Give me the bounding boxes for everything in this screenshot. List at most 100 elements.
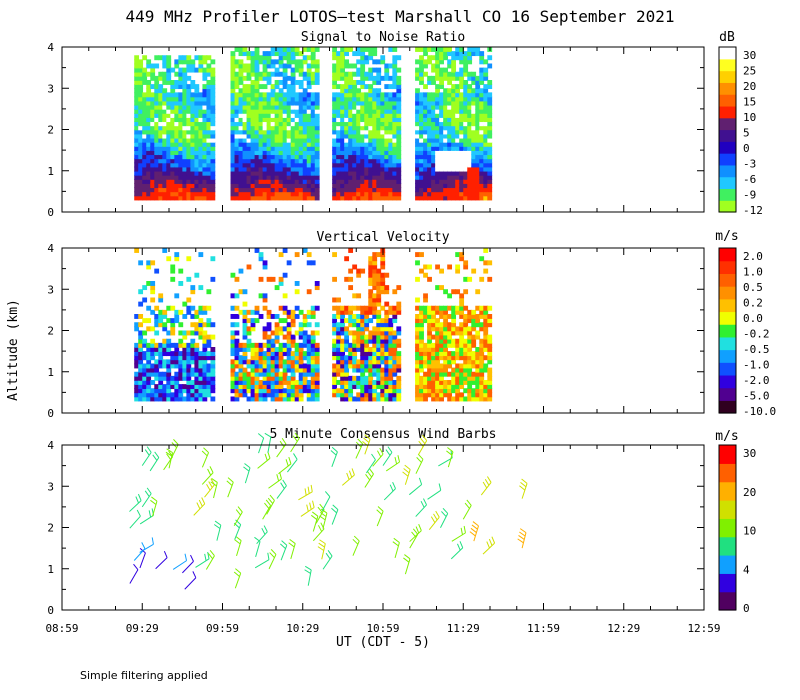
snr-cell bbox=[340, 113, 346, 118]
snr-cell bbox=[290, 55, 296, 61]
snr-cell bbox=[294, 150, 300, 156]
snr-cell bbox=[286, 104, 292, 110]
vv-cell bbox=[451, 384, 457, 390]
snr-cell bbox=[254, 88, 260, 94]
snr-cell bbox=[162, 133, 168, 139]
snr-cell bbox=[336, 51, 341, 57]
vv-cell bbox=[419, 359, 424, 365]
wind-barb-flag bbox=[404, 464, 411, 470]
snr-cell bbox=[364, 55, 370, 61]
snr-cell bbox=[310, 183, 316, 189]
snr-cell bbox=[415, 88, 420, 94]
vv-cell bbox=[186, 347, 192, 352]
vv-cell bbox=[246, 380, 252, 385]
snr-cell bbox=[459, 92, 465, 98]
snr-cell bbox=[423, 150, 428, 156]
snr-cell bbox=[266, 150, 272, 156]
snr-cell bbox=[178, 141, 184, 147]
wind-barb-flag bbox=[379, 447, 384, 455]
snr-x-ticks bbox=[61, 47, 705, 212]
snr-cell bbox=[242, 158, 248, 164]
snr-cell bbox=[298, 187, 304, 193]
vv-cell bbox=[451, 351, 457, 357]
snr-cell bbox=[368, 146, 374, 151]
vv-cell bbox=[372, 388, 378, 394]
snr-cell bbox=[202, 113, 208, 118]
snr-cell bbox=[250, 183, 256, 189]
vv-heatmap bbox=[134, 248, 493, 402]
snr-cell bbox=[266, 158, 272, 164]
snr-cell bbox=[447, 59, 453, 65]
vv-cell bbox=[166, 367, 172, 373]
snr-cell bbox=[198, 166, 204, 172]
snr-cell bbox=[376, 162, 382, 168]
wind-barb-flag bbox=[306, 504, 309, 512]
snr-cell bbox=[431, 174, 436, 180]
snr-cell bbox=[380, 121, 386, 127]
wind-barb-flag bbox=[331, 446, 338, 453]
snr-cell bbox=[352, 146, 358, 151]
snr-cell bbox=[372, 154, 378, 160]
vv-cell bbox=[198, 305, 204, 311]
vv-cell bbox=[254, 384, 260, 390]
snr-cell bbox=[174, 96, 180, 102]
vv-cell bbox=[270, 363, 276, 369]
snr-cell bbox=[447, 191, 453, 197]
vv-cell bbox=[348, 305, 354, 311]
snr-cell bbox=[146, 80, 152, 85]
vv-cell bbox=[352, 314, 358, 319]
vv-cell bbox=[384, 371, 390, 377]
snr-cell bbox=[282, 129, 288, 135]
vv-cell bbox=[230, 363, 236, 369]
snr-cell bbox=[479, 162, 485, 168]
vv-cell bbox=[443, 384, 448, 390]
snr-cell bbox=[286, 113, 292, 118]
snr-cell bbox=[250, 113, 256, 118]
vv-cell bbox=[332, 314, 337, 319]
snr-cell bbox=[206, 137, 212, 143]
snr-cell bbox=[439, 133, 444, 139]
snr-cell bbox=[186, 75, 192, 81]
snr-cell bbox=[258, 84, 264, 90]
snr-cell bbox=[380, 75, 386, 81]
vv-cell bbox=[340, 351, 346, 357]
snr-cell bbox=[384, 166, 390, 172]
snr-cell bbox=[150, 195, 156, 201]
snr-cell bbox=[314, 174, 320, 180]
wind-barb-flag bbox=[163, 551, 168, 558]
vv-cell bbox=[282, 248, 288, 253]
vv-cell bbox=[138, 314, 144, 319]
snr-cell bbox=[190, 187, 196, 193]
snr-cell bbox=[348, 71, 354, 77]
snr-cell bbox=[202, 150, 208, 156]
snr-cell bbox=[435, 63, 440, 69]
vv-cell bbox=[186, 355, 192, 361]
snr-cell bbox=[356, 104, 362, 110]
snr-cell bbox=[138, 88, 144, 94]
vv-cell bbox=[158, 384, 164, 390]
snr-cell bbox=[254, 96, 260, 102]
snr-cell bbox=[479, 141, 485, 147]
vv-cell bbox=[138, 289, 144, 295]
snr-cell bbox=[250, 125, 256, 131]
snr-cell bbox=[396, 88, 402, 94]
vv-cell bbox=[290, 318, 296, 324]
vv-cell bbox=[274, 314, 280, 319]
vv-cell bbox=[376, 338, 382, 344]
snr-cell bbox=[435, 191, 440, 197]
vv-cell bbox=[415, 351, 420, 357]
vv-cell bbox=[372, 355, 378, 361]
vv-cell bbox=[419, 375, 424, 381]
snr-cell bbox=[396, 150, 402, 156]
snr-cell bbox=[396, 170, 402, 176]
vv-cell bbox=[310, 305, 316, 311]
vv-cell bbox=[336, 326, 341, 332]
snr-cell bbox=[396, 104, 402, 110]
snr-cell bbox=[415, 170, 420, 176]
vv-cell bbox=[142, 384, 148, 390]
vv-cell bbox=[210, 371, 216, 377]
snr-cell bbox=[138, 141, 144, 147]
snr-cell bbox=[348, 63, 354, 69]
snr-cell bbox=[463, 71, 469, 77]
vv-cell bbox=[258, 351, 264, 357]
